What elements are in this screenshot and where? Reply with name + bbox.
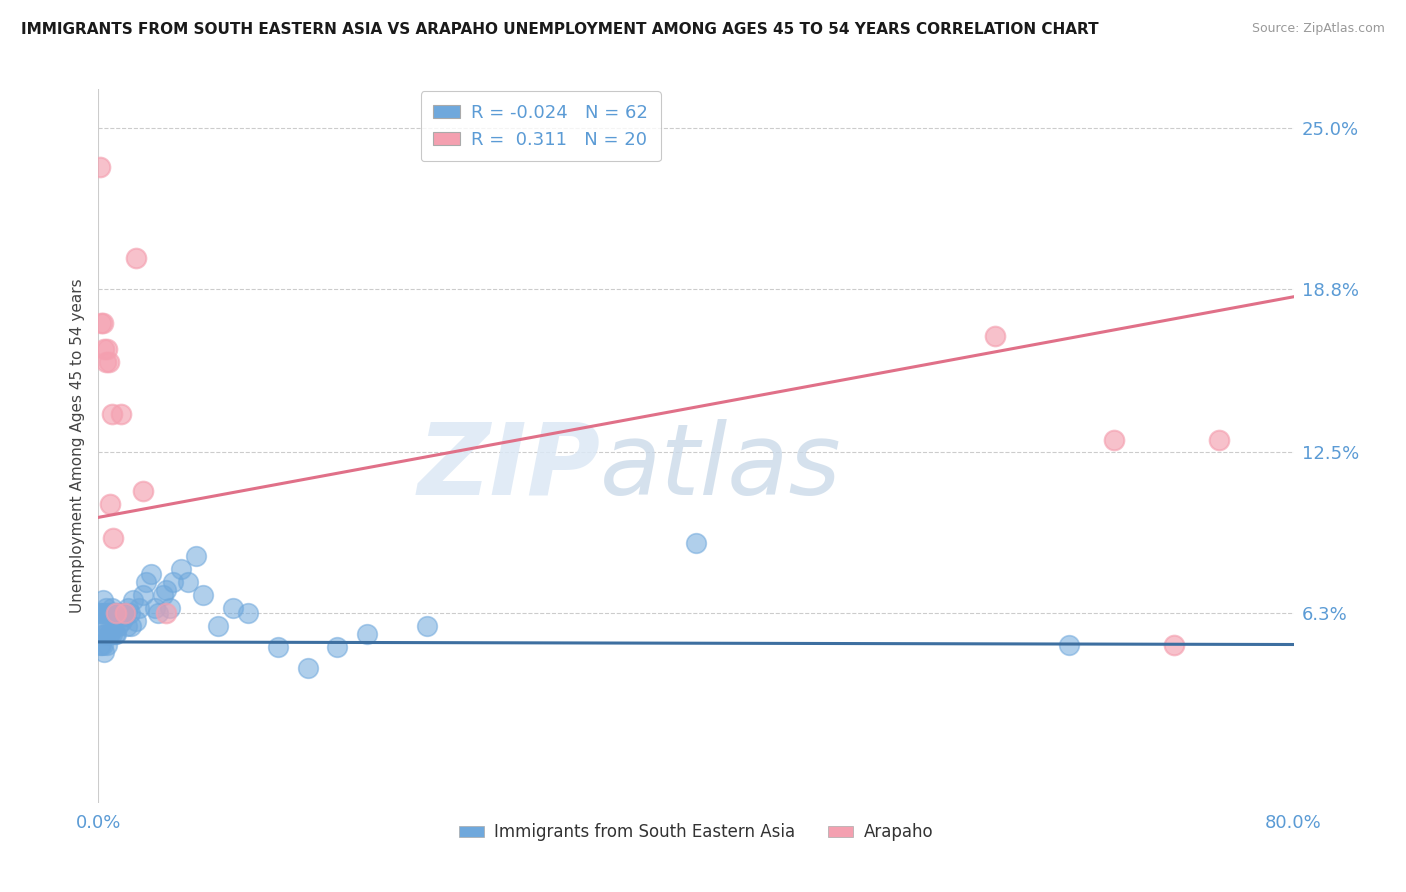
Point xyxy=(96,638,118,652)
Point xyxy=(236,607,259,621)
Point xyxy=(267,640,290,654)
Point xyxy=(93,627,115,641)
Point xyxy=(297,661,319,675)
Point xyxy=(112,607,135,621)
Point xyxy=(104,607,127,621)
Point xyxy=(96,619,118,633)
Point xyxy=(96,607,118,621)
Point xyxy=(121,593,143,607)
Point xyxy=(416,619,439,633)
Point xyxy=(98,627,122,641)
Point xyxy=(117,601,139,615)
Point xyxy=(139,567,162,582)
Point xyxy=(162,575,184,590)
Point xyxy=(103,531,125,545)
Point xyxy=(114,609,136,624)
Point xyxy=(128,601,150,615)
Point xyxy=(97,627,120,641)
Legend: Immigrants from South Eastern Asia, Arapaho: Immigrants from South Eastern Asia, Arap… xyxy=(453,817,939,848)
Point xyxy=(152,588,174,602)
Point xyxy=(91,638,114,652)
Point xyxy=(101,407,124,421)
Point xyxy=(105,607,128,621)
Point xyxy=(114,607,136,621)
Point xyxy=(169,562,191,576)
Point xyxy=(110,407,132,421)
Point xyxy=(184,549,207,564)
Point xyxy=(1059,638,1081,652)
Point xyxy=(91,619,114,633)
Point xyxy=(132,588,155,602)
Point xyxy=(90,316,112,330)
Point xyxy=(148,607,170,621)
Point xyxy=(155,607,177,621)
Point xyxy=(94,601,117,615)
Point xyxy=(91,316,114,330)
Point xyxy=(326,640,349,654)
Point xyxy=(101,601,124,615)
Point xyxy=(96,342,118,356)
Point xyxy=(111,614,134,628)
Point xyxy=(143,601,166,615)
Point xyxy=(97,607,120,621)
Point xyxy=(107,619,129,633)
Point xyxy=(103,607,125,621)
Point xyxy=(91,593,114,607)
Point xyxy=(207,619,229,633)
Point xyxy=(89,160,111,174)
Text: atlas: atlas xyxy=(600,419,842,516)
Point xyxy=(125,251,148,265)
Y-axis label: Unemployment Among Ages 45 to 54 years: Unemployment Among Ages 45 to 54 years xyxy=(69,278,84,614)
Point xyxy=(104,627,127,641)
Point xyxy=(356,627,378,641)
Point xyxy=(110,607,132,621)
Point xyxy=(101,627,124,641)
Point xyxy=(105,607,128,621)
Point xyxy=(93,342,115,356)
Point xyxy=(93,645,115,659)
Point xyxy=(97,354,120,368)
Text: Source: ZipAtlas.com: Source: ZipAtlas.com xyxy=(1251,22,1385,36)
Point xyxy=(159,601,181,615)
Point xyxy=(115,619,138,633)
Point xyxy=(1104,433,1126,447)
Point xyxy=(98,607,122,621)
Point xyxy=(93,607,115,621)
Point xyxy=(105,627,128,641)
Point xyxy=(89,638,111,652)
Text: IMMIGRANTS FROM SOUTH EASTERN ASIA VS ARAPAHO UNEMPLOYMENT AMONG AGES 45 TO 54 Y: IMMIGRANTS FROM SOUTH EASTERN ASIA VS AR… xyxy=(21,22,1098,37)
Point xyxy=(1208,433,1230,447)
Point xyxy=(984,328,1007,343)
Point xyxy=(155,582,177,597)
Point xyxy=(191,588,214,602)
Point xyxy=(1163,638,1185,652)
Point xyxy=(132,484,155,499)
Point xyxy=(94,627,117,641)
Point xyxy=(98,497,122,511)
Point xyxy=(135,575,157,590)
Point xyxy=(90,607,112,621)
Point xyxy=(685,536,707,550)
Point xyxy=(108,607,131,621)
Point xyxy=(90,638,112,652)
Point xyxy=(177,575,200,590)
Point xyxy=(120,619,142,633)
Point xyxy=(222,601,245,615)
Text: ZIP: ZIP xyxy=(418,419,600,516)
Point xyxy=(118,607,141,621)
Point xyxy=(125,614,148,628)
Point xyxy=(89,607,111,621)
Point xyxy=(94,354,117,368)
